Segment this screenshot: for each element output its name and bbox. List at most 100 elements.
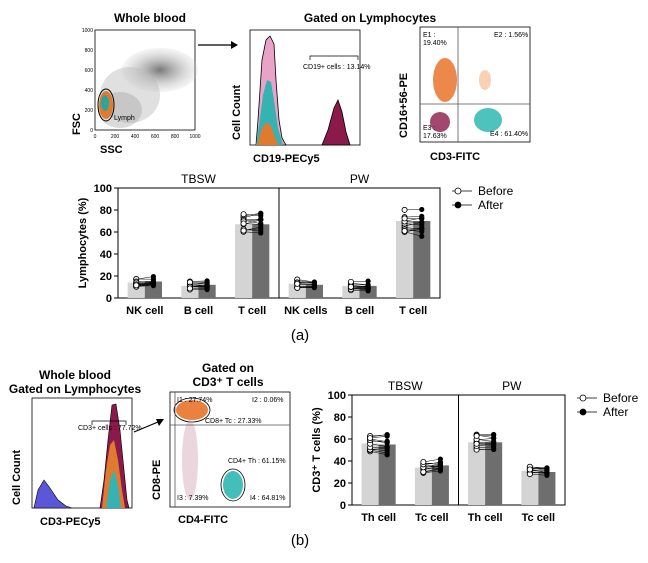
e2-label: E2 : 1.56% bbox=[494, 32, 528, 39]
legend-before-label: Before bbox=[478, 184, 514, 198]
tc-gate-label: CD8+ Tc : 27.33% bbox=[205, 418, 262, 425]
y-tick-label: 100 bbox=[94, 183, 112, 195]
bar-before bbox=[468, 442, 486, 505]
bar-after bbox=[378, 444, 396, 505]
y-tick-label: 40 bbox=[100, 249, 112, 261]
cd19-x-label: CD19-PECy5 bbox=[253, 153, 320, 165]
cd3-gate-label: CD3+ cells : 77.72% bbox=[78, 425, 142, 432]
point-after bbox=[491, 446, 497, 452]
y-tick-label: 20 bbox=[334, 478, 346, 490]
point-after bbox=[437, 456, 443, 462]
bar-before bbox=[395, 221, 414, 298]
b-arrow-head-icon bbox=[156, 419, 164, 426]
bar-before bbox=[521, 470, 539, 505]
bar-after bbox=[431, 465, 449, 505]
bar-after bbox=[305, 284, 324, 298]
point-before bbox=[401, 206, 408, 213]
e3-value: 17.63% bbox=[423, 133, 447, 140]
scatter-y-label: FSC bbox=[71, 113, 83, 135]
cd4-cd8-quadrant: I1 : 27.74% I2 : 0.06% CD8+ Tc : 27.33% … bbox=[151, 391, 291, 526]
y-axis-label: CD3⁺ T cells (%) bbox=[311, 407, 323, 493]
point-before bbox=[367, 435, 374, 442]
bar-after bbox=[485, 442, 503, 505]
b-arrow bbox=[133, 421, 159, 433]
point-before bbox=[294, 280, 301, 287]
point-after bbox=[491, 442, 497, 449]
point-after bbox=[384, 444, 390, 450]
i4-label: I4 : 64.81% bbox=[250, 495, 285, 502]
group-label: PW bbox=[350, 172, 370, 186]
b-gated-sub: CD3⁺ T cells bbox=[192, 375, 263, 389]
point-after bbox=[419, 233, 425, 239]
quad-b-y-label: CD8-PE bbox=[151, 460, 163, 500]
whole-blood-title: Whole blood bbox=[114, 11, 186, 25]
cd3-cd1656-quadrant: E1 : 19.40% E2 : 1.56% E3 : 17.63% E4 : … bbox=[398, 26, 531, 163]
y-tick-label: 0 bbox=[340, 500, 346, 512]
point-before bbox=[240, 220, 247, 227]
scatter-x-ticks: 0 200 400 600 800 1000 bbox=[94, 134, 201, 140]
lymph-gate-ellipse bbox=[97, 88, 115, 122]
point-before bbox=[473, 440, 480, 447]
e1-label: E1 : bbox=[423, 32, 436, 39]
lymph-gate-label: Lymph bbox=[114, 115, 135, 122]
legend-before-label: Before bbox=[603, 391, 639, 405]
quad-a-y-label: CD16+56-PE bbox=[398, 73, 410, 138]
point-after bbox=[491, 432, 497, 438]
y-tick-label: 60 bbox=[334, 434, 346, 446]
y-tick-label: 40 bbox=[334, 456, 346, 468]
point-before bbox=[401, 215, 408, 222]
chart-cd3-tcells: TBSW PW 0 20 40 60 80 100 CD3⁺ T cells (%) Th cel… bbox=[311, 379, 639, 524]
e3-label: E3 : bbox=[423, 125, 436, 132]
point-after bbox=[365, 278, 371, 284]
legend-after-marker bbox=[454, 201, 462, 209]
y-tick-label: 80 bbox=[334, 412, 346, 424]
point-after bbox=[419, 220, 425, 226]
point-after bbox=[384, 440, 390, 446]
bar-after bbox=[413, 221, 431, 298]
group-label: TBSW bbox=[388, 379, 423, 393]
legend-after-marker bbox=[579, 408, 587, 416]
point-after bbox=[150, 280, 157, 286]
panel-b-label: (b) bbox=[291, 532, 309, 549]
quad-a-x-label: CD3-FITC bbox=[430, 151, 480, 163]
point-after bbox=[365, 283, 371, 289]
point-after bbox=[419, 229, 425, 235]
scatter-x-tick: 800 bbox=[171, 134, 180, 140]
i1-label: I1 : 27.74% bbox=[177, 397, 212, 404]
b-gated-title: Gated on bbox=[202, 361, 254, 375]
cd19-gate-label: CD19+ cells : 13.14% bbox=[303, 64, 371, 71]
category-label: Tc cell bbox=[415, 512, 448, 524]
i3-label: I3 : 7.39% bbox=[177, 495, 209, 502]
gated-lymph-title: Gated on Lymphocytes bbox=[304, 11, 437, 25]
category-label: Th cell bbox=[468, 512, 503, 524]
legend-before-marker bbox=[454, 187, 462, 195]
point-after bbox=[258, 230, 264, 236]
group-label: TBSW bbox=[181, 172, 216, 186]
b-whole-blood-title: Whole blood bbox=[39, 368, 111, 382]
y-tick-label: 20 bbox=[100, 271, 112, 283]
panel-a-flow: Whole blood Gated on Lymphocytes Lymph 0… bbox=[71, 11, 531, 165]
category-label: NK cell bbox=[126, 305, 163, 317]
point-after bbox=[311, 281, 318, 287]
panel-a-label: (a) bbox=[291, 327, 309, 344]
y-tick-label: 0 bbox=[106, 293, 112, 305]
th-gate-label: CD4+ Th : 61.15% bbox=[228, 458, 286, 465]
legend-before-marker bbox=[579, 394, 587, 402]
point-before bbox=[240, 227, 247, 234]
cd3-y-label: Cell Count bbox=[11, 450, 23, 505]
category-label: T cell bbox=[238, 305, 266, 317]
scatter-y-tick: 400 bbox=[85, 88, 94, 94]
scatter-x-label: SSC bbox=[100, 144, 123, 156]
e1-value: 19.40% bbox=[423, 40, 447, 47]
fsc-ssc-scatter: Lymph 0 200 400 600 800 1000 0 200 400 600 800 100… bbox=[71, 28, 201, 156]
y-tick-label: 100 bbox=[328, 390, 346, 402]
category-label: T cell bbox=[399, 305, 427, 317]
point-before bbox=[133, 282, 140, 289]
category-label: Th cell bbox=[361, 512, 396, 524]
category-label: NK cells bbox=[284, 305, 327, 317]
bar-before bbox=[127, 282, 145, 298]
point-after bbox=[491, 438, 497, 445]
scatter-y-tick: 0 bbox=[90, 128, 93, 134]
point-before bbox=[240, 211, 247, 218]
